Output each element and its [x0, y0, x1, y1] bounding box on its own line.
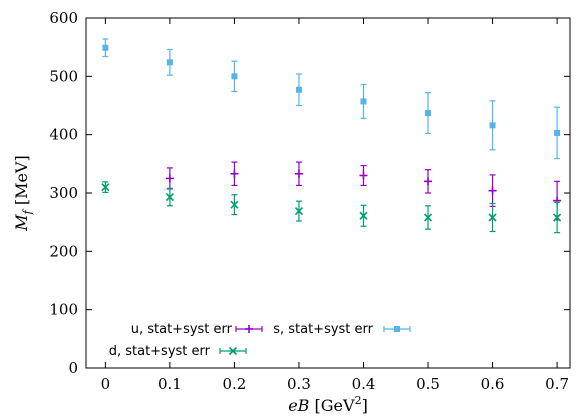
data-point: [488, 202, 497, 233]
x-tick-label: 0.4: [352, 375, 376, 393]
ticks: 0 100 200 300 400 500 600 0 0.1 0.2 0.3 0.4 0.5 0.6 0.…: [49, 9, 570, 393]
x-axis-title-main: eB: [288, 396, 309, 415]
y-axis-title-main: M: [12, 214, 31, 232]
data-point: [360, 83, 367, 119]
marker-stroke: [488, 213, 497, 222]
legend: u, stat+syst err s, stat+syst err d, stat+…: [109, 322, 411, 359]
point-marker: [488, 213, 497, 222]
point-marker: [230, 169, 239, 178]
x-tick-label: 0.6: [481, 375, 505, 393]
data-point: [294, 200, 304, 222]
legend-marker: [228, 346, 238, 356]
x-tick-label: 0.5: [416, 375, 440, 393]
x-tick-label: 0: [101, 375, 111, 393]
x-axis-title: eB [GeV2]: [288, 394, 368, 415]
data-point: [359, 164, 368, 187]
x-axis-title-unit-suffix: ]: [362, 396, 368, 415]
point-marker: [423, 213, 433, 222]
point-marker: [165, 193, 174, 202]
data-point: [101, 181, 110, 194]
data-point: [165, 167, 174, 190]
marker-stroke: [294, 207, 304, 216]
x-axis-title-unit-exp: 2: [355, 394, 362, 407]
point-marker: [165, 174, 174, 183]
legend-label: s, stat+syst err: [273, 322, 373, 337]
data-point: [554, 106, 561, 160]
y-axis-title-unit: [MeV]: [12, 155, 31, 205]
data-point: [424, 169, 433, 194]
point-marker: [425, 110, 432, 117]
legend-entry: d, stat+syst err: [109, 344, 247, 359]
marker-stroke: [423, 213, 433, 222]
data-point: [295, 73, 302, 107]
marker-stroke: [230, 200, 239, 209]
y-tick-label: 100: [49, 301, 78, 319]
point-marker: [424, 177, 433, 186]
point-marker: [166, 59, 173, 66]
legend-entry: u, stat+syst err: [131, 322, 263, 337]
point-marker: [231, 73, 238, 80]
data-point: [294, 161, 303, 187]
point-marker: [553, 213, 562, 222]
x-tick-label: 0.7: [545, 375, 569, 393]
point-marker: [360, 98, 367, 105]
marker-stroke: [165, 193, 174, 202]
legend-label: d, stat+syst err: [109, 344, 211, 359]
point-marker: [359, 171, 368, 180]
point-marker: [101, 183, 110, 192]
plot-frame: [85, 17, 571, 369]
data-point: [423, 205, 433, 230]
data-point: [553, 201, 562, 234]
data-point: [489, 100, 496, 151]
y-tick-label: 500: [49, 67, 78, 85]
data-point: [359, 204, 368, 227]
series: [102, 38, 561, 160]
x-tick-label: 0.2: [222, 375, 246, 393]
data-point: [230, 194, 239, 216]
x-axis-title-unit-prefix: [GeV: [315, 396, 355, 415]
y-tick-label: 400: [49, 126, 78, 144]
y-tick-label: 200: [49, 242, 78, 260]
series: [101, 181, 562, 234]
point-marker: [294, 207, 304, 216]
y-tick-label: 300: [49, 184, 78, 202]
y-axis-title-sub: f: [21, 208, 34, 215]
point-marker: [554, 129, 561, 136]
data-point: [231, 60, 238, 93]
data-point: [425, 92, 432, 135]
legend-label: u, stat+syst err: [131, 322, 233, 337]
data-point: [166, 48, 173, 76]
series-layer: [101, 38, 562, 234]
point-marker: [488, 186, 497, 195]
legend-marker: [245, 325, 253, 333]
data-point: [230, 161, 239, 187]
data-point: [165, 187, 174, 207]
x-tick-label: 0.1: [158, 375, 182, 393]
legend-marker: [394, 326, 400, 332]
data-point: [488, 174, 497, 208]
point-marker: [102, 44, 109, 51]
y-axis-title: Mf [MeV]: [12, 155, 35, 231]
point-marker: [489, 122, 496, 129]
point-marker: [295, 86, 302, 93]
point-marker: [294, 169, 303, 178]
marker-stroke: [101, 183, 110, 192]
marker-stroke: [359, 211, 368, 220]
point-marker: [359, 211, 368, 220]
data-point: [102, 38, 109, 58]
marker-stroke: [553, 213, 562, 222]
x-tick-label: 0.3: [287, 375, 311, 393]
y-tick-label: 0: [68, 359, 78, 377]
legend-entry: s, stat+syst err: [273, 322, 411, 337]
point-marker: [230, 200, 239, 209]
marker-stroke: [228, 346, 238, 356]
y-tick-label: 600: [49, 9, 78, 27]
